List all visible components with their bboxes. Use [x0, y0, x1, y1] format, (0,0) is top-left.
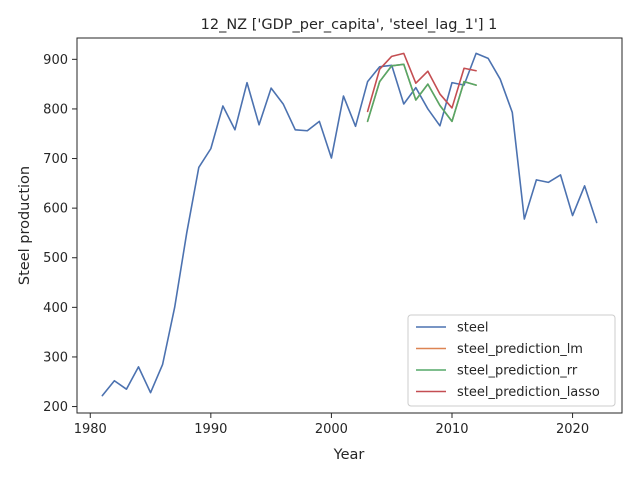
x-tick-label: 1980 [74, 422, 107, 437]
x-axis-label: Year [333, 447, 365, 463]
x-tick-label: 2020 [556, 422, 589, 437]
legend-box [407, 314, 616, 407]
legend-entry-label: steel_prediction_lasso [457, 385, 600, 400]
x-tick-label: 2000 [315, 422, 348, 437]
legend-entry-label: steel_prediction_lm [457, 342, 583, 357]
x-tick-label: 1990 [194, 422, 227, 437]
series-line-steel-prediction-lasso [366, 52, 477, 113]
y-tick-label: 700 [43, 152, 68, 167]
y-tick-label: 900 [43, 53, 68, 68]
y-tick-label: 300 [43, 350, 68, 365]
y-tick-label: 400 [43, 301, 68, 316]
y-tick-label: 800 [43, 102, 68, 117]
y-axis-label: Steel production [17, 166, 33, 285]
series-line-steel-prediction-rr [366, 63, 477, 123]
y-tick-label: 600 [43, 202, 68, 217]
chart-title: 12_NZ ['GDP_per_capita', 'steel_lag_1'] … [201, 17, 498, 33]
y-axis-ticks: 200 300 400 500 600 700 800 900 [43, 53, 77, 415]
series-line-steel [101, 52, 598, 397]
x-tick-label: 2010 [435, 422, 468, 437]
legend: steel steel_prediction_lm steel_prediction… [407, 314, 616, 407]
legend-entry-label: steel [457, 321, 488, 336]
y-tick-label: 200 [43, 400, 68, 415]
legend-entry-label: steel_prediction_rr [457, 364, 578, 379]
x-axis-ticks: 1980 1990 2000 2010 2020 [74, 413, 589, 437]
series-lines [101, 52, 598, 397]
y-tick-label: 500 [43, 251, 68, 266]
